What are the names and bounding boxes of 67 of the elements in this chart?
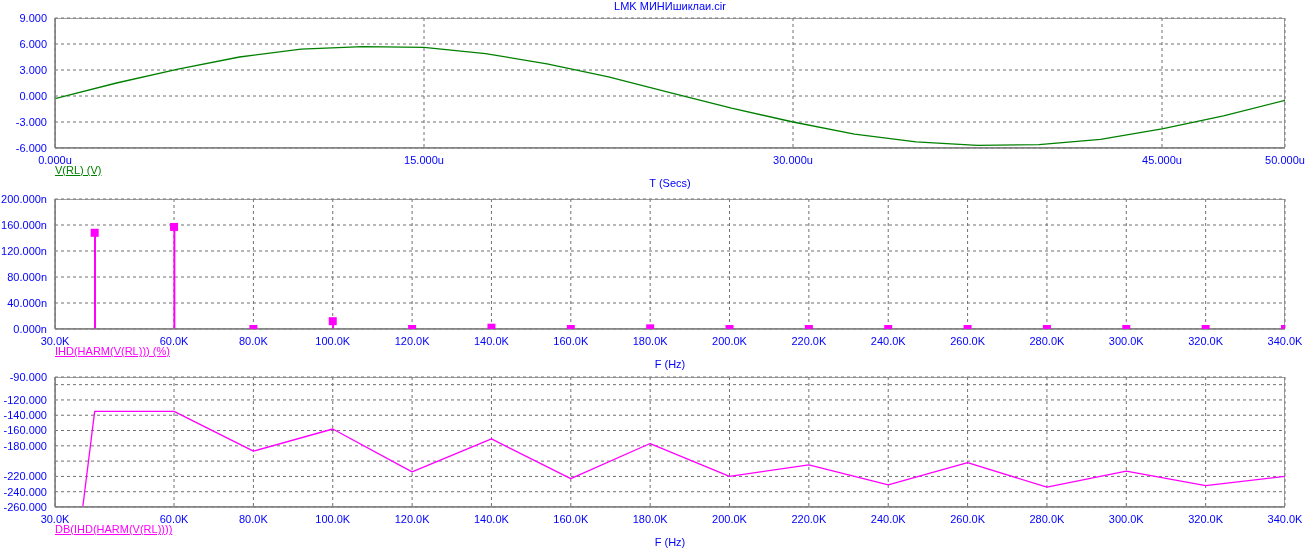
x-tick-label: 180.0K [632, 512, 669, 525]
x-axis-title: T (Secs) [648, 177, 692, 190]
x-tick-label: 260.0K [950, 512, 986, 525]
y-tick-label: 3.000 [19, 63, 47, 76]
x-tick-label: 160.0K [553, 334, 589, 347]
x-tick-label: 120.0K [394, 512, 431, 525]
x-tick-label: 340.0K [1267, 512, 1304, 525]
x-tick-label: 45.000u [1142, 153, 1182, 166]
y-tick-label: 40.000n [7, 296, 47, 309]
y-tick-label: -90.000 [9, 370, 47, 383]
x-tick-label: 180.0K [632, 334, 669, 347]
y-tick-label: -3.000 [15, 115, 47, 128]
x-tick-label: 300.0K [1108, 334, 1145, 347]
x-tick-label: 320.0K [1188, 512, 1224, 525]
x-tick-label: 280.0K [1029, 512, 1066, 525]
y-tick-label: -260.000 [3, 500, 47, 513]
x-tick-label: 240.0K [870, 512, 907, 525]
x-tick-label: 30.0K [40, 512, 71, 525]
point [90, 228, 99, 237]
y-tick-label: -120.000 [3, 393, 47, 406]
y-tick-label: 9.000 [19, 11, 47, 24]
x-tick-label: 300.0K [1108, 512, 1145, 525]
x-axis-title: F (Hz) [653, 536, 687, 549]
x-tick-label: 340.0K [1267, 334, 1304, 347]
x-tick-label: 50.000u [1265, 153, 1305, 166]
text: DB(IHD(HARM(V(RL)))) [55, 523, 173, 536]
x-tick-label: 240.0K [870, 334, 907, 347]
x-tick-label: 140.0K [474, 334, 510, 347]
x-tick-label: 220.0K [791, 512, 827, 525]
x-tick-label: 30.000u [773, 153, 813, 166]
x-tick-label: 0.000u [38, 153, 72, 166]
x-tick-label: 200.0K [712, 334, 748, 347]
point [170, 222, 179, 231]
y-tick-label: 120.000n [1, 244, 47, 257]
x-tick-label: 60.0K [159, 512, 190, 525]
y-tick-label: -6.000 [15, 141, 47, 154]
x-tick-label: 80.0K [239, 512, 269, 525]
y-tick-label: 0.000 [19, 89, 47, 102]
x-tick-label: 100.0K [315, 334, 351, 347]
y-tick-label: 6.000 [19, 37, 47, 50]
chart-title: LMK МИНИшиклаи.cir [613, 0, 727, 13]
line-series [82, 410, 1285, 507]
y-tick-label: -140.000 [3, 409, 47, 422]
x-tick-label: 15.000u [404, 153, 444, 166]
x-tick-label: 140.0K [474, 512, 510, 525]
x-tick-label: 120.0K [394, 334, 431, 347]
x-tick-label: 320.0K [1188, 334, 1224, 347]
y-tick-label: -240.000 [3, 485, 47, 498]
y-tick-label: -160.000 [3, 424, 47, 437]
x-tick-label: 200.0K [712, 512, 748, 525]
text: V(RL) (V) [55, 164, 102, 177]
y-tick-label: 200.000n [1, 192, 47, 205]
y-tick-label: -180.000 [3, 439, 47, 452]
text: IHD(HARM(V(RL))) (%) [55, 345, 170, 358]
y-tick-label: 0.000n [13, 322, 47, 335]
x-axis-title: F (Hz) [653, 358, 687, 371]
y-tick-label: -220.000 [3, 470, 47, 483]
x-tick-label: 80.0K [239, 334, 269, 347]
x-tick-label: 30.0K [40, 334, 71, 347]
y-tick-label: 80.000n [7, 270, 47, 283]
x-tick-label: 280.0K [1029, 334, 1066, 347]
x-tick-label: 160.0K [553, 512, 589, 525]
x-tick-label: 220.0K [791, 334, 827, 347]
x-tick-label: 100.0K [315, 512, 351, 525]
y-tick-label: 160.000n [1, 218, 47, 231]
x-tick-label: 260.0K [950, 334, 986, 347]
x-tick-label: 60.0K [159, 334, 190, 347]
